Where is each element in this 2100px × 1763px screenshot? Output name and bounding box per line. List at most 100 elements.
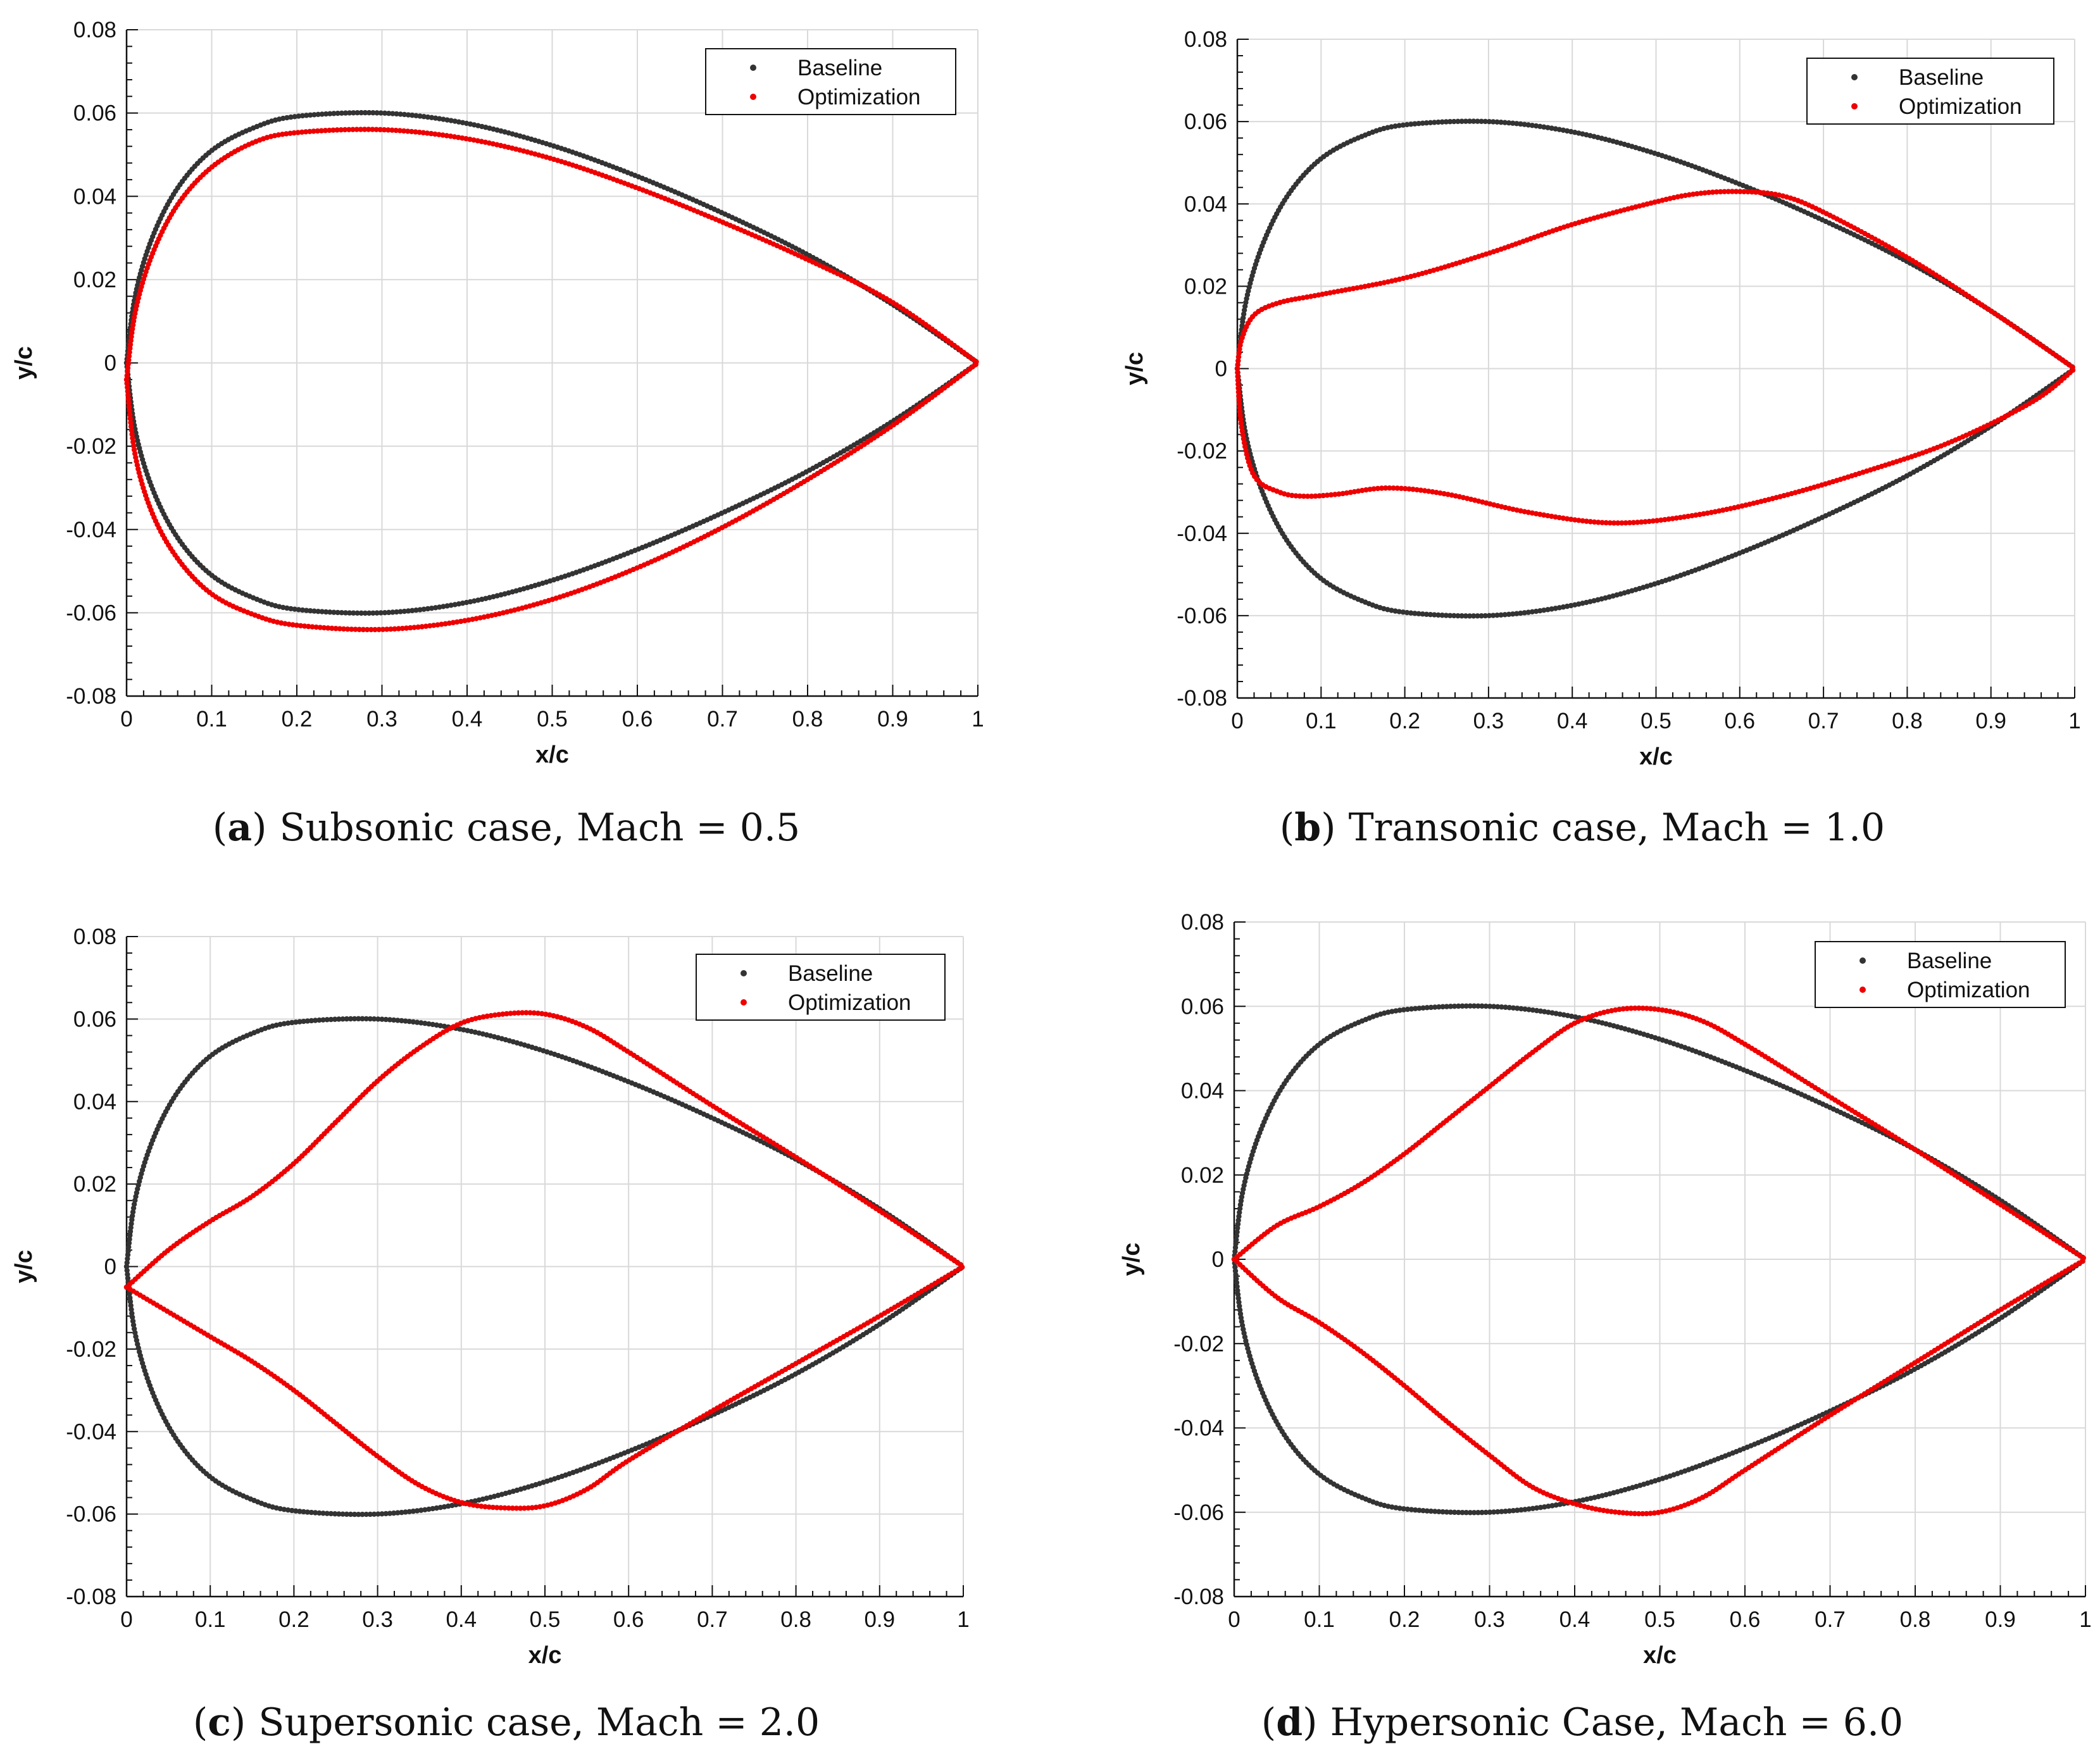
data-point xyxy=(359,1016,365,1022)
data-point xyxy=(1670,516,1675,521)
data-point xyxy=(308,1509,315,1516)
data-point xyxy=(410,1019,416,1025)
data-point xyxy=(1420,1005,1426,1011)
data-point xyxy=(1514,121,1520,127)
data-point xyxy=(1336,491,1342,497)
data-point xyxy=(1463,1510,1469,1516)
data-point xyxy=(1656,1007,1661,1012)
data-point xyxy=(1587,519,1594,525)
data-point xyxy=(325,625,331,631)
data-point xyxy=(1522,610,1527,616)
data-point xyxy=(1378,485,1385,491)
data-point xyxy=(379,1016,385,1022)
data-point xyxy=(2079,1258,2085,1264)
data-point xyxy=(1463,613,1469,619)
x-tick-label: 0.2 xyxy=(1389,709,1420,733)
data-point xyxy=(1309,494,1315,499)
data-point xyxy=(387,1017,393,1023)
data-point xyxy=(1467,1003,1473,1009)
x-axis-title: x/c xyxy=(528,1642,562,1669)
data-point xyxy=(423,623,429,629)
data-point xyxy=(1690,191,1696,197)
data-point xyxy=(1401,1506,1406,1512)
data-point xyxy=(1491,613,1496,618)
data-point xyxy=(1408,1006,1415,1012)
data-point xyxy=(338,127,344,133)
data-point xyxy=(284,605,290,611)
data-point xyxy=(1427,120,1434,126)
data-point xyxy=(486,1504,492,1510)
data-point xyxy=(1475,1003,1481,1009)
y-tick-label: -0.04 xyxy=(66,518,116,542)
data-point xyxy=(129,431,135,437)
data-point xyxy=(303,129,309,135)
data-point xyxy=(297,1509,303,1514)
data-point xyxy=(401,128,407,134)
data-point xyxy=(523,1010,529,1016)
data-point xyxy=(322,128,328,134)
data-point xyxy=(351,110,356,116)
data-point xyxy=(351,610,356,616)
data-point xyxy=(1737,189,1743,194)
data-point xyxy=(125,396,132,402)
data-point xyxy=(1530,1007,1536,1013)
data-point xyxy=(1289,492,1295,499)
data-point xyxy=(1503,1004,1508,1010)
data-point xyxy=(1612,1509,1618,1515)
y-tick-label: -0.04 xyxy=(1173,1416,1224,1441)
series-optimization xyxy=(123,1010,965,1511)
data-point xyxy=(391,1510,397,1516)
data-point xyxy=(1646,518,1652,525)
caption-a: (a) Subsonic case, Mach = 0.5 xyxy=(212,806,801,850)
data-point xyxy=(1639,519,1644,525)
data-point xyxy=(332,1511,338,1517)
data-point xyxy=(1232,1268,1239,1274)
data-point xyxy=(324,1017,330,1023)
data-point xyxy=(422,1020,428,1026)
data-point xyxy=(358,109,365,116)
caption-b-label: b xyxy=(1294,806,1322,850)
data-point xyxy=(444,133,449,139)
data-point xyxy=(1237,1209,1242,1216)
data-point xyxy=(1424,1508,1430,1514)
data-point xyxy=(1435,119,1441,125)
data-point xyxy=(1654,518,1660,523)
data-point xyxy=(1455,613,1461,619)
data-point xyxy=(297,1019,303,1025)
data-point xyxy=(382,609,388,616)
chart-a: 0 0.1 0.2 0.3 0.4 0.5 0.6 0.7 0.8 0.9 1 -0.08 -0.06 -… xyxy=(11,18,984,768)
x-tick-label: 0.7 xyxy=(1808,709,1839,733)
data-point xyxy=(356,1016,361,1022)
data-point xyxy=(395,1510,401,1516)
data-point xyxy=(374,110,380,116)
data-point xyxy=(124,380,130,387)
data-point xyxy=(354,109,360,116)
x-tick-label: 0.4 xyxy=(446,1607,477,1632)
data-point xyxy=(1444,1004,1449,1009)
data-point xyxy=(1494,119,1500,125)
data-point xyxy=(440,132,446,138)
data-point xyxy=(290,622,296,628)
data-point xyxy=(504,1011,509,1017)
data-point xyxy=(1396,609,1402,614)
data-point xyxy=(127,342,134,347)
data-point xyxy=(375,1511,381,1517)
data-point xyxy=(331,111,337,116)
data-point xyxy=(1503,1509,1508,1514)
data-point xyxy=(1297,493,1303,499)
data-point xyxy=(304,1509,311,1515)
data-point xyxy=(1537,1008,1544,1014)
data-point xyxy=(127,1237,132,1242)
data-point xyxy=(383,1016,389,1023)
data-point xyxy=(1404,121,1410,128)
data-point xyxy=(1694,190,1700,197)
data-point xyxy=(425,114,431,120)
y-tick-label: 0.02 xyxy=(1184,274,1227,299)
data-point xyxy=(126,357,132,363)
x-axis-title: x/c xyxy=(535,742,569,768)
data-point xyxy=(1510,1508,1516,1514)
data-point xyxy=(1658,517,1664,523)
data-point xyxy=(403,1018,408,1024)
x-tick-label: 0.7 xyxy=(707,707,738,732)
data-point xyxy=(432,605,439,611)
